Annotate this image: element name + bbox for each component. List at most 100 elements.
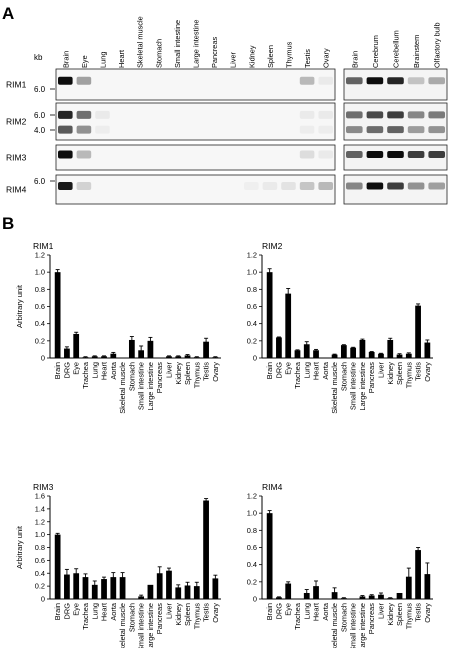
blot-row-label: RIM3 xyxy=(6,153,27,163)
x-tick-label: Testis xyxy=(202,362,211,381)
blot-band xyxy=(366,151,384,158)
blot-band xyxy=(428,77,445,85)
bar xyxy=(91,584,98,599)
blot-band xyxy=(366,77,384,85)
bar xyxy=(266,272,273,358)
blot-membrane-left xyxy=(55,68,336,101)
blot-band xyxy=(58,110,73,119)
x-tick-label: Pancreas xyxy=(155,603,164,635)
blot-band xyxy=(299,125,315,134)
bar xyxy=(212,578,219,599)
blot-band xyxy=(346,126,363,134)
y-tick-label: 0 xyxy=(41,354,45,363)
y-tick-label: 0.6 xyxy=(247,302,257,311)
bar xyxy=(424,574,431,599)
x-tick-label: Spleen xyxy=(183,603,192,626)
x-tick-label: Aorta xyxy=(321,602,330,621)
chart-title: RIM1 xyxy=(33,241,54,251)
bar xyxy=(285,583,292,599)
chart-title: RIM2 xyxy=(262,241,283,251)
x-tick-label: Eye xyxy=(72,362,81,375)
blot-lane-label: Brainstem xyxy=(412,35,421,68)
bar xyxy=(276,337,282,358)
bar xyxy=(266,513,273,599)
blot-band xyxy=(95,110,110,119)
x-tick-label: Large intestine xyxy=(146,362,155,410)
bar xyxy=(405,353,412,358)
blot-band xyxy=(58,150,73,159)
bar xyxy=(175,356,182,358)
blot-band xyxy=(318,182,333,191)
bar xyxy=(184,355,191,358)
bar xyxy=(156,573,163,599)
blot-lane-label: Pancreas xyxy=(210,36,219,68)
blot-lane-label: Brain xyxy=(61,51,70,68)
x-tick-label: Trachea xyxy=(293,361,302,389)
blot-band xyxy=(366,126,384,134)
blot-band xyxy=(318,76,333,85)
bar xyxy=(203,341,209,358)
blot-lane-label: Kidney xyxy=(247,45,256,68)
blot-band xyxy=(387,182,404,190)
blot-band xyxy=(407,151,425,158)
bar xyxy=(415,550,421,599)
northern-blot-panel: Akb Brain Eye Lung Heart Skeletal muscle Stoma… xyxy=(2,4,448,205)
blot-lane-label: Heart xyxy=(117,50,126,68)
y-tick-label: 0.6 xyxy=(247,543,257,552)
blot-lane-label: Liver xyxy=(229,51,238,68)
y-tick-label: 0.2 xyxy=(247,336,257,345)
x-tick-label: Spleen xyxy=(395,603,404,626)
bar xyxy=(166,356,172,358)
bar xyxy=(378,594,384,599)
blot-lane-label: Thymus xyxy=(285,41,294,68)
x-tick-label: Liver xyxy=(376,361,385,378)
x-tick-label: Stomach xyxy=(127,362,136,391)
bar xyxy=(64,574,70,599)
blot-band xyxy=(299,182,315,191)
y-tick-label: 0.6 xyxy=(35,556,45,565)
bar xyxy=(54,534,61,599)
blot-band xyxy=(58,182,73,191)
blot-membrane-right xyxy=(343,102,448,141)
bar xyxy=(359,339,366,358)
x-tick-label: Pancreas xyxy=(367,603,376,635)
blot-band xyxy=(366,182,384,190)
x-tick-label: Lung xyxy=(302,603,311,619)
x-tick-label: Ovary xyxy=(211,362,220,382)
blot-band xyxy=(262,182,278,191)
x-tick-label: DRG xyxy=(274,362,283,379)
x-tick-label: Small intestine xyxy=(137,603,146,648)
blot-lane-label: Stomach xyxy=(154,39,163,68)
blot-size-marker: 4.0 xyxy=(34,126,46,135)
x-tick-label: Brain xyxy=(53,362,62,379)
blot-lane-label: Small intestine xyxy=(173,20,182,68)
blot-lane-label: Cerebellum xyxy=(392,30,401,68)
y-tick-label: 1.0 xyxy=(247,268,257,277)
bar xyxy=(294,350,301,358)
x-tick-label: Kidney xyxy=(174,603,183,626)
panel-b-label: B xyxy=(2,214,14,233)
x-tick-label: Stomach xyxy=(339,362,348,391)
blot-size-marker: 6.0 xyxy=(34,85,46,94)
bar xyxy=(91,356,98,358)
y-tick-label: 0.4 xyxy=(247,319,257,328)
bar xyxy=(147,584,154,599)
bar xyxy=(368,595,375,599)
y-tick-label: 1.4 xyxy=(35,504,45,513)
y-tick-label: 0.8 xyxy=(247,526,257,535)
blot-band xyxy=(76,125,92,134)
blot-band xyxy=(58,76,73,85)
bar xyxy=(101,356,107,358)
y-tick-label: 0.4 xyxy=(247,560,257,569)
y-tick-label: 0 xyxy=(41,595,45,604)
bar xyxy=(405,576,412,599)
x-tick-label: Skeletal muscle xyxy=(330,362,339,414)
bar xyxy=(340,345,347,358)
y-axis-label: Arbitrary unit xyxy=(15,525,24,569)
blot-band xyxy=(299,150,315,159)
bar xyxy=(101,579,107,599)
x-tick-label: Eye xyxy=(72,603,81,616)
x-tick-label: Skeletal muscle xyxy=(118,603,127,648)
blot-band xyxy=(387,126,404,134)
